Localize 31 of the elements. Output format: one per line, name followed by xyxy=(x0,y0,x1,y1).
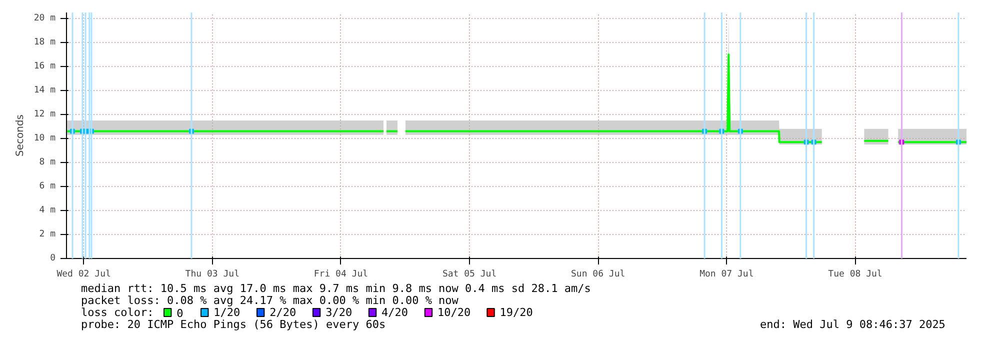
y-tick-label: 16 m xyxy=(34,62,56,72)
text: probe: 20 ICMP Echo Pings (56 Bytes) every 60s xyxy=(80,318,386,331)
y-tick-label: 0 xyxy=(50,254,56,264)
legend-title: loss color: xyxy=(80,306,154,319)
legend-label: 10/20 xyxy=(438,306,471,319)
y-tick-label: 20 m xyxy=(34,14,56,24)
x-tick-label: Fri 04 Jul xyxy=(314,270,368,280)
x-tick-label: Thu 03 Jul xyxy=(185,270,240,280)
y-tick-label: 12 m xyxy=(34,110,56,120)
text: median rtt: 10.5 ms avg 17.0 ms max 9.7 ms min 9.8 ms now 0.4 ms sd 28.1 am/s xyxy=(80,282,591,295)
x-tick-label: Sat 05 Jul xyxy=(442,270,497,280)
legend-label: 4/20 xyxy=(382,306,408,319)
y-tick-label: 4 m xyxy=(39,206,56,216)
y-tick-label: 6 m xyxy=(39,182,56,192)
legend-label: 2/20 xyxy=(270,306,296,319)
y-tick-label: 18 m xyxy=(34,38,56,48)
x-tick-label: Mon 07 Jul xyxy=(700,270,754,280)
text: packet loss: 0.08 % avg 24.17 % max 0.00 % min 0.00 % now xyxy=(80,294,459,307)
y-tick-label: 10 m xyxy=(34,134,56,144)
x-tick-label: Sun 06 Jul xyxy=(571,270,626,280)
legend-label: 1/20 xyxy=(214,306,240,319)
legend-label: 0 xyxy=(176,307,184,320)
y-tick-label: 8 m xyxy=(39,158,56,168)
y-axis-title: Seconds xyxy=(14,114,26,157)
y-tick-label: 2 m xyxy=(39,230,56,240)
y-tick-label: 14 m xyxy=(34,86,56,96)
x-tick-label: Wed 02 Jul xyxy=(56,270,111,280)
legend-label: 19/20 xyxy=(500,306,533,319)
legend-label: 3/20 xyxy=(326,306,352,319)
text: end: Wed Jul 9 08:46:37 2025 xyxy=(760,318,946,331)
x-tick-label: Tue 08 Jul xyxy=(828,270,882,280)
